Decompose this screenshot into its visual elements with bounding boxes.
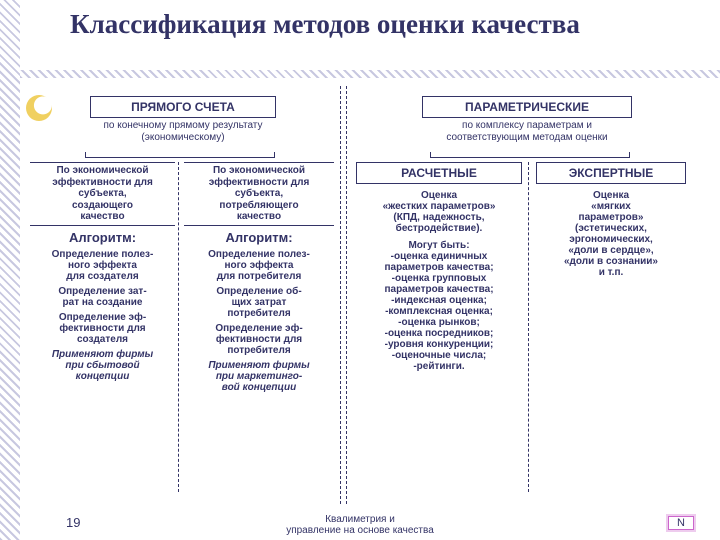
sub-parametric: по комплексу параметрам и соответствующи… — [400, 120, 654, 143]
box-c3: РАСЧЕТНЫЕ — [356, 162, 522, 184]
c4-desc: Оценка «мягких параметров» (эстетических… — [536, 190, 686, 278]
page-title: Классификация методов оценки качества — [70, 10, 580, 40]
decor-top-stripe — [20, 70, 720, 78]
vdash — [340, 86, 341, 504]
vdash — [346, 86, 347, 504]
c2-item: Определение об- щих затрат потребителя — [184, 286, 334, 319]
algo-c1: Алгоритм: — [30, 230, 175, 245]
algo-c2: Алгоритм: — [184, 230, 334, 245]
c2-item: Применяют фирмы при маркетинго- вой конц… — [184, 360, 334, 393]
connector — [430, 152, 630, 158]
vdash — [528, 162, 529, 492]
moon-icon — [26, 95, 52, 121]
sub-direct: по конечному прямому результату (экономи… — [70, 120, 296, 143]
c2-item: Определение полез- ного эффекта для потр… — [184, 249, 334, 282]
c1-item: Определение эф- фективности для создател… — [30, 312, 175, 345]
c3-list: Могут быть: -оценка единичных параметров… — [356, 240, 522, 372]
c1-item: Определение полез- ного эффекта для созд… — [30, 249, 175, 282]
nav-indicator[interactable]: N — [668, 516, 694, 530]
c2-item: Определение эф- фективности для потребит… — [184, 323, 334, 356]
box-c1: По экономической эффективности для субъе… — [30, 162, 175, 226]
footer-text: Квалиметрия и управление на основе качес… — [0, 514, 720, 536]
box-direct: ПРЯМОГО СЧЕТА — [90, 96, 276, 118]
box-c2: По экономической эффективности для субъе… — [184, 162, 334, 226]
decor-left-stripe — [0, 0, 20, 540]
c3-desc: Оценка «жестких параметров» (КПД, надежн… — [356, 190, 522, 234]
connector — [85, 152, 275, 158]
vdash — [178, 162, 179, 492]
box-c4: ЭКСПЕРТНЫЕ — [536, 162, 686, 184]
c1-item: Определение зат- рат на создание — [30, 286, 175, 308]
c1-item: Применяют фирмы при сбытовой концепции — [30, 349, 175, 382]
box-parametric: ПАРАМЕТРИЧЕСКИЕ — [422, 96, 632, 118]
